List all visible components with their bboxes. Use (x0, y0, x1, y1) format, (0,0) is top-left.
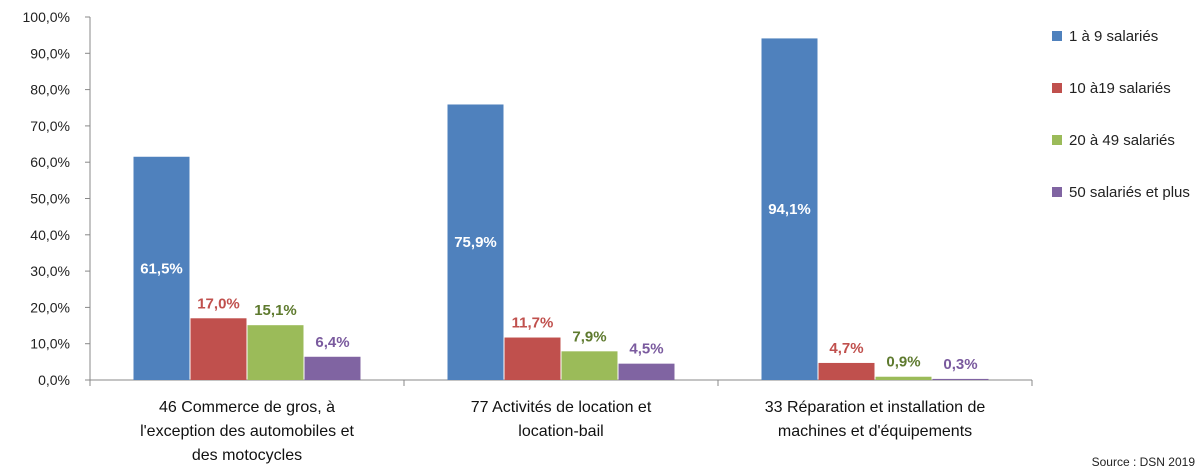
x-category-label: 33 Réparation et installation de machines… (765, 399, 986, 440)
bars (133, 38, 989, 381)
legend: 1 à 9 salariés 10 à19 salariés 20 à 49 sal… (1052, 28, 1190, 201)
legend-label: 20 à 49 salariés (1069, 132, 1175, 149)
x-category-label: 77 Activités de location et location-bail (471, 399, 652, 440)
source-note: Source : DSN 2019 (1092, 455, 1196, 469)
y-tick-label: 80,0% (30, 82, 70, 98)
bar (618, 363, 675, 380)
y-tick-label: 0,0% (38, 372, 70, 388)
y-tick-label: 20,0% (30, 299, 70, 315)
bar (561, 351, 618, 380)
y-tick-label: 50,0% (30, 191, 70, 207)
y-tick-label: 100,0% (23, 9, 70, 25)
y-tick-label: 60,0% (30, 154, 70, 170)
data-label: 4,5% (629, 341, 663, 358)
bar (304, 356, 361, 380)
data-label: 75,9% (454, 234, 497, 251)
data-label: 15,1% (254, 302, 297, 319)
bar (447, 104, 504, 380)
data-label: 6,4% (315, 334, 349, 351)
y-tick-label: 90,0% (30, 45, 70, 61)
data-labels: 61,5% 17,0% 15,1% 6,4% 75,9% 11,7% 7,9% 4,5% 94,… (140, 201, 977, 373)
legend-swatch (1052, 83, 1062, 93)
legend-label: 50 salariés et plus (1069, 184, 1190, 201)
data-label: 11,7% (512, 315, 554, 332)
legend-label: 10 à19 salariés (1069, 80, 1171, 97)
y-tick-label: 10,0% (30, 336, 70, 352)
y-tick-label: 40,0% (30, 227, 70, 243)
legend-swatch (1052, 187, 1062, 197)
x-category-label: 46 Commerce de gros, à l'exception des au… (140, 399, 354, 464)
data-label: 4,7% (829, 340, 863, 357)
data-label: 61,5% (140, 260, 183, 277)
bar (504, 337, 561, 380)
axes: 0,0% 10,0% 20,0% 30,0% 40,0% 50,0% 60,0% 70,0% 8… (23, 9, 1033, 464)
bar (875, 376, 932, 380)
data-label: 0,3% (943, 356, 977, 373)
y-tick-label: 30,0% (30, 263, 70, 279)
legend-label: 1 à 9 salariés (1069, 28, 1158, 45)
bar (247, 325, 304, 380)
data-label: 0,9% (886, 354, 920, 371)
data-label: 94,1% (768, 201, 811, 218)
bar (190, 318, 247, 380)
y-tick-label: 70,0% (30, 118, 70, 134)
bar (818, 362, 875, 380)
bar (761, 38, 818, 381)
data-label: 7,9% (572, 328, 606, 345)
data-label: 17,0% (197, 295, 240, 312)
bar (932, 378, 989, 380)
bar (133, 156, 190, 380)
legend-swatch (1052, 31, 1062, 41)
legend-swatch (1052, 135, 1062, 145)
